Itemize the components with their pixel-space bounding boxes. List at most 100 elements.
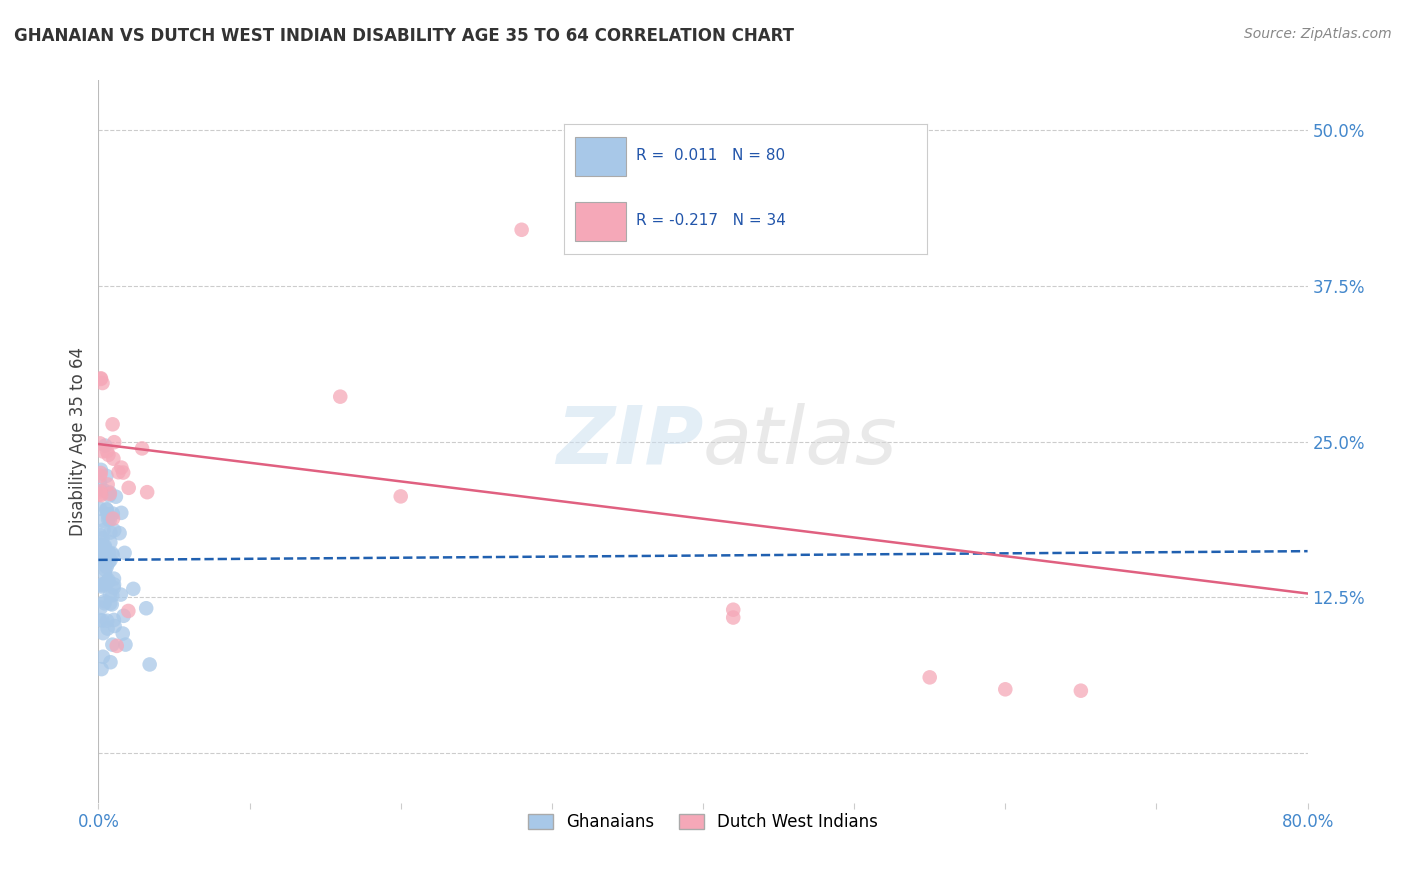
Point (90, 578, 112, 592)
Y-axis label: Disability Age 35 to 64: Disability Age 35 to 64 (69, 347, 87, 536)
Point (89, 476, 111, 491)
Point (93, 523, 115, 537)
Point (97, 507, 120, 521)
Point (103, 524, 125, 538)
Point (96, 502, 118, 516)
Point (135, 601, 157, 615)
Point (723, 610, 745, 624)
Point (91, 531, 114, 545)
Point (723, 603, 745, 617)
Point (98, 488, 121, 502)
Point (110, 460, 132, 475)
Point (89, 556, 111, 570)
Point (98, 525, 121, 540)
Point (131, 442, 153, 456)
Point (98, 485, 121, 500)
Point (90, 372, 112, 386)
Point (89, 501, 111, 516)
Point (138, 657, 160, 672)
Point (91, 514, 114, 528)
Point (89, 538, 111, 552)
Point (97, 448, 120, 462)
Point (111, 626, 134, 640)
Point (97, 512, 120, 526)
Text: GHANAIAN VS DUTCH WEST INDIAN DISABILITY AGE 35 TO 64 CORRELATION CHART: GHANAIAN VS DUTCH WEST INDIAN DISABILITY… (14, 27, 794, 45)
Point (108, 526, 131, 541)
Point (90, 600, 112, 615)
Point (104, 619, 127, 633)
Point (96, 444, 118, 458)
Point (96, 560, 118, 574)
Point (91, 626, 114, 640)
Point (118, 481, 141, 495)
Point (98, 487, 121, 501)
Point (101, 507, 124, 521)
Point (329, 390, 352, 404)
Text: ZIP: ZIP (555, 402, 703, 481)
Point (103, 572, 125, 586)
Point (91, 614, 114, 628)
Point (89, 436, 111, 450)
Point (96, 574, 118, 589)
Point (114, 638, 136, 652)
Point (1070, 683, 1092, 698)
Point (122, 582, 145, 596)
Point (110, 506, 132, 520)
Point (93, 483, 115, 497)
Point (90, 577, 112, 591)
Point (100, 655, 122, 669)
Point (98, 588, 121, 602)
Point (94, 563, 117, 577)
Point (98, 535, 121, 549)
Point (90, 463, 112, 477)
Point (101, 417, 124, 432)
Point (103, 613, 125, 627)
Point (90, 580, 112, 594)
Point (91, 649, 114, 664)
Point (97, 556, 120, 570)
Point (112, 466, 135, 480)
Point (994, 682, 1017, 697)
Point (105, 639, 128, 653)
Point (101, 548, 124, 562)
Point (96, 614, 118, 628)
Point (89, 484, 111, 499)
Point (96, 468, 118, 483)
Point (94, 553, 117, 567)
Point (110, 588, 132, 602)
Point (136, 485, 159, 500)
Point (98, 546, 121, 560)
Point (89, 555, 111, 569)
Point (97, 477, 120, 491)
Legend: Ghanaians, Dutch West Indians: Ghanaians, Dutch West Indians (522, 806, 884, 838)
Point (90, 554, 112, 568)
Point (89, 468, 111, 483)
Text: Source: ZipAtlas.com: Source: ZipAtlas.com (1244, 27, 1392, 41)
Point (103, 451, 125, 466)
Point (93, 594, 115, 608)
Point (97, 573, 120, 587)
Point (91, 538, 114, 552)
Point (94, 549, 117, 563)
Point (101, 588, 124, 602)
Point (112, 608, 135, 623)
Point (114, 546, 136, 560)
Point (89, 487, 111, 501)
Point (98, 513, 121, 527)
Point (104, 490, 127, 504)
Point (510, 223, 533, 237)
Text: atlas: atlas (703, 402, 898, 481)
Point (103, 577, 125, 591)
Point (117, 604, 139, 618)
Point (103, 435, 125, 450)
Point (918, 670, 941, 684)
Point (94, 541, 117, 556)
Point (90, 466, 112, 480)
Point (103, 581, 125, 595)
Point (101, 638, 124, 652)
Point (94, 567, 117, 582)
Point (94, 439, 117, 453)
Point (90, 662, 112, 676)
Point (94, 539, 117, 553)
Point (101, 511, 124, 525)
